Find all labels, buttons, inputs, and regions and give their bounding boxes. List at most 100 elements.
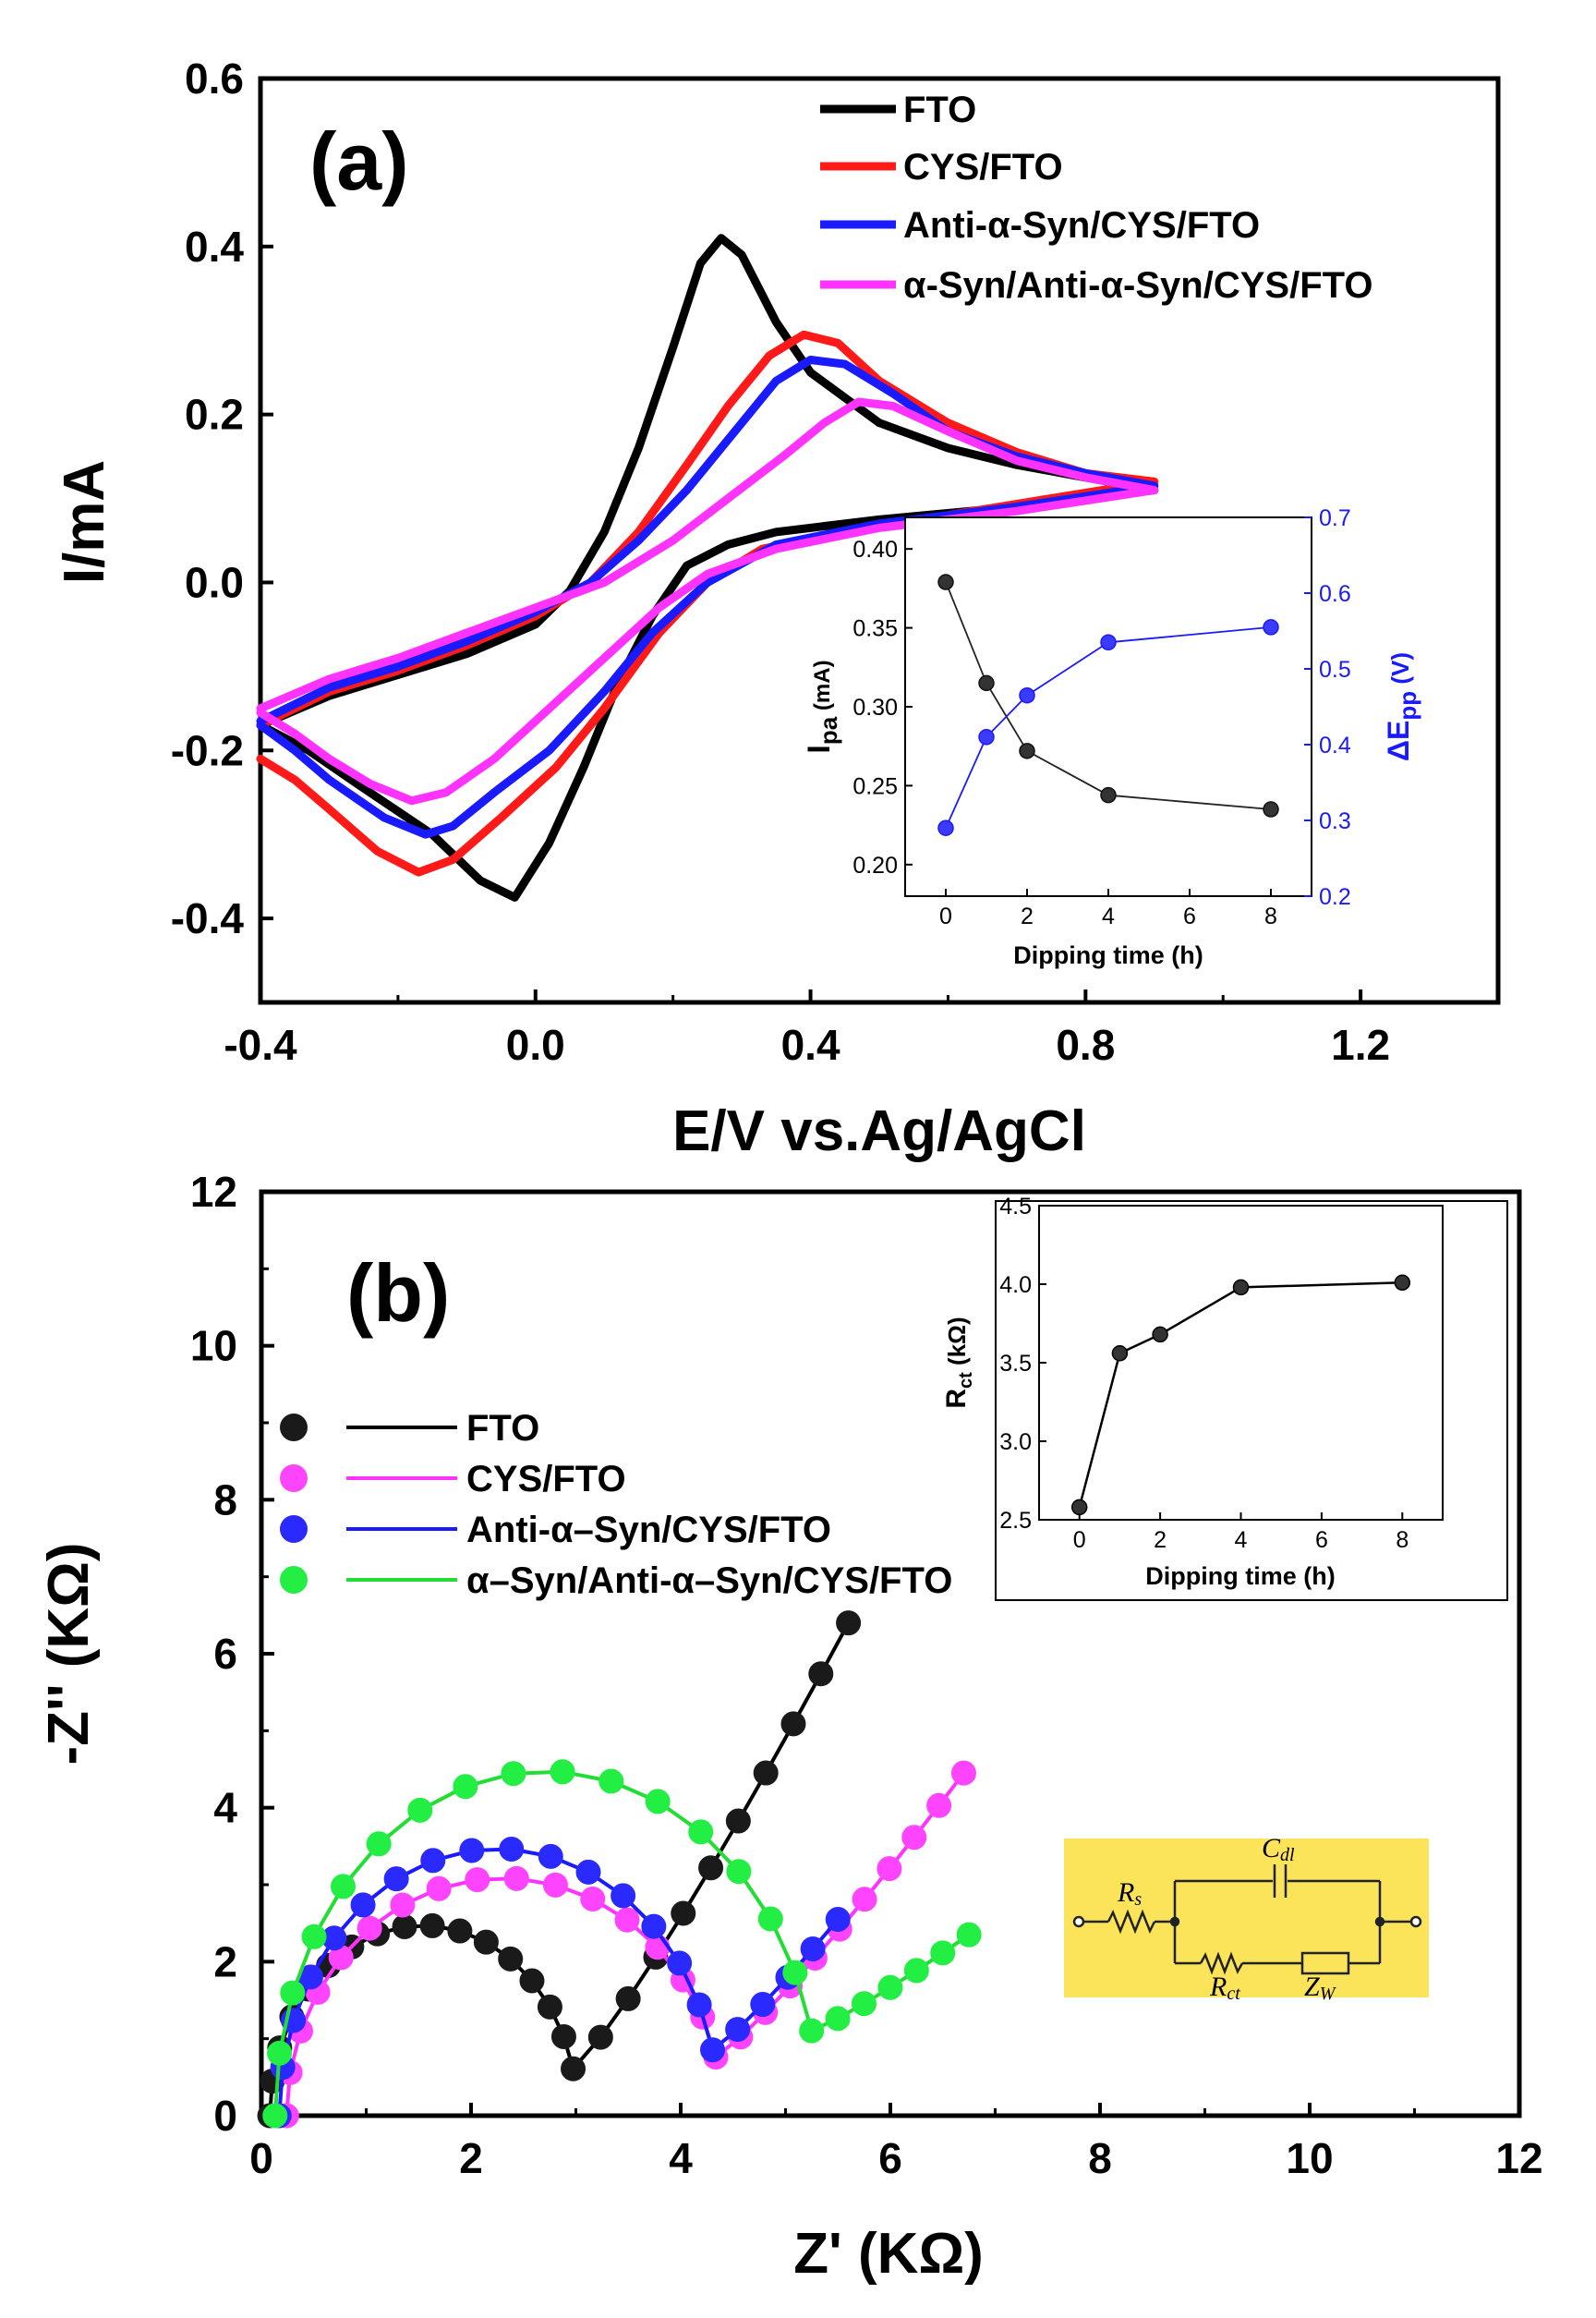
panel-b-x-axis-label: Z' (KΩ) [793,2222,984,2286]
ai-y-right-tick-label: 0.4 [1319,733,1351,759]
eis-point [753,1760,779,1786]
eis-point [580,1886,606,1911]
b-y-tick-label: 6 [213,1630,237,1678]
eis-point [350,1892,376,1918]
b-y-tick-label: 12 [190,1168,237,1216]
a-legend-entry-text: CYS/FTO [903,147,1063,188]
panel-a-y-axis-label: I/mA [53,460,116,584]
b-y-tick-label: 0 [213,2092,237,2140]
inset-a-y-axis-label-right: ΔEpp (V) [1382,652,1421,761]
a-x-tick-label: -0.4 [224,1021,297,1069]
delta-epp-point [1100,634,1117,651]
b-legend-marker [280,1515,308,1543]
eis-point [550,1759,575,1785]
panel-a-curves [256,234,1159,902]
eis-point [686,1992,712,2018]
eis-point [501,1761,526,1787]
ipa-point [978,674,995,692]
a-legend-entry-text: FTO [903,90,976,130]
b-x-tick-label: 8 [1088,2134,1112,2182]
ai-y-right-tick-label: 0.6 [1319,581,1351,607]
panel-a-ticks: -0.4 0.0 0.4 0.8 1.2 -0.4 -0.2 0.0 0.2 0.4 0.6 [171,55,1390,1069]
eis-point [330,1874,356,1899]
eis-point [587,2024,613,2050]
a-legend-entry-text: α-Syn/Anti-α-Syn/CYS/FTO [903,265,1372,306]
delta-epp-point [937,819,954,836]
eis-point [392,1913,417,1939]
ai-y-right-tick-label: 0.7 [1319,505,1351,531]
panel-b-nyquist-plot: 0 2 4 6 8 10 12 0 2 4 6 8 10 12 (b) Z' (KΩ) -Z'' (KΩ)… [37,1168,1543,2286]
inset-b-x-axis-label: Dipping time (h) [1145,1562,1335,1590]
ipa-point [1100,786,1117,804]
eis-point [537,1994,562,2020]
eis-point [851,1991,877,2017]
b-x-tick-label: 6 [878,2134,902,2182]
eis-point [645,1789,671,1814]
eis-point [836,1610,862,1636]
eis-point [852,1887,877,1912]
b-y-tick-label: 10 [190,1322,237,1370]
bi-x-tick-label: 2 [1154,1527,1167,1553]
rct-point [1394,1274,1411,1292]
ai-y-right-tick-label: 0.2 [1319,884,1351,910]
eis-point [645,1935,671,1960]
ai-y-left-tick-label: 0.40 [852,537,898,563]
b-legend-entry-text: CYS/FTO [466,1459,626,1499]
rct-point [1232,1279,1250,1296]
eis-point [280,1980,306,2006]
a-x-tick-label: 0.0 [506,1021,565,1069]
eis-point [550,2023,576,2049]
ipa-point [937,574,954,590]
eis-point [453,1774,478,1800]
eis-point [575,1859,601,1885]
ai-x-tick-label: 8 [1264,904,1277,929]
rct-resistor-icon [1199,1951,1244,1975]
b-y-tick-label: 8 [213,1475,237,1523]
eis-point [698,1855,724,1881]
eis-point [615,1985,641,2011]
ipa-point [1019,743,1035,759]
panel-b-legend: FTO CYS/FTO Anti-α–Syn/CYS/FTO α–Syn/Anti-α… [280,1408,952,1601]
bi-x-tick-label: 6 [1315,1527,1328,1553]
eis-point [877,1856,902,1882]
a-y-tick-label: -0.2 [171,726,244,774]
b-legend-marker [280,1566,308,1594]
circuit-background [1064,1839,1429,1997]
eis-point [390,1892,416,1918]
eis-point [498,1946,524,1972]
b-x-tick-label: 0 [249,2134,273,2182]
b-x-tick-label: 10 [1286,2134,1333,2182]
eis-point [825,2006,851,2032]
eis-point [700,2037,726,2063]
ai-x-tick-label: 4 [1102,904,1115,929]
ai-x-tick-label: 2 [1021,904,1034,929]
bi-y-tick-label: 3.0 [999,1429,1032,1455]
b-legend-marker [280,1414,308,1441]
a-y-tick-label: 0.2 [185,391,244,439]
eis-point [267,2040,293,2066]
eis-point [926,1792,952,1818]
eis-point [782,1960,808,1985]
b-x-tick-label: 4 [669,2134,693,2182]
bi-x-tick-label: 0 [1073,1527,1086,1553]
panel-a-legend: FTO CYS/FTO Anti-α-Syn/CYS/FTO α-Syn/Anti-α… [820,90,1372,306]
eis-point [671,1900,696,1926]
eis-point [357,1915,382,1941]
eis-point [614,1907,640,1933]
panel-a-label: (a) [309,115,409,207]
inset-b-plot-area [1038,1205,1444,1521]
delta-epp-point [978,729,995,746]
bi-x-tick-label: 8 [1396,1527,1409,1553]
eis-point [956,1922,982,1948]
circuit-cdl-label: Cdl [1262,1833,1295,1865]
eis-point [301,1924,327,1949]
panel-b-y-axis-label: -Z'' (KΩ) [37,1542,101,1765]
eis-point [459,1838,485,1863]
eis-point [598,1768,624,1794]
bi-y-tick-label: 4.5 [999,1194,1032,1220]
inset-a-data [937,574,1279,836]
inset-a-y-axis-label-left: Ipa (mA) [802,660,842,753]
eis-point [901,1825,927,1851]
eis-point [407,1797,433,1823]
eis-point [667,1950,693,1976]
